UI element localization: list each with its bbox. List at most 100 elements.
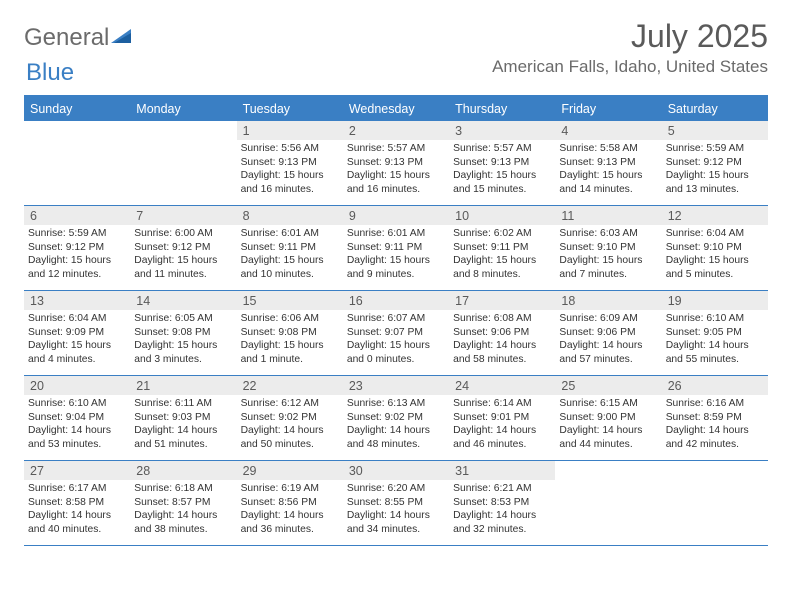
calendar-cell: 26Sunrise: 6:16 AMSunset: 8:59 PMDayligh… bbox=[662, 376, 768, 460]
day-number: 20 bbox=[24, 376, 130, 395]
calendar-cell: 9Sunrise: 6:01 AMSunset: 9:11 PMDaylight… bbox=[343, 206, 449, 290]
day-details: Sunrise: 6:08 AMSunset: 9:06 PMDaylight:… bbox=[449, 310, 555, 369]
day-details: Sunrise: 6:16 AMSunset: 8:59 PMDaylight:… bbox=[662, 395, 768, 454]
day-header: Sunday bbox=[24, 97, 130, 121]
day-details: Sunrise: 6:04 AMSunset: 9:10 PMDaylight:… bbox=[662, 225, 768, 284]
day-details: Sunrise: 6:20 AMSunset: 8:55 PMDaylight:… bbox=[343, 480, 449, 539]
calendar-cell: 6Sunrise: 5:59 AMSunset: 9:12 PMDaylight… bbox=[24, 206, 130, 290]
day-details: Sunrise: 6:15 AMSunset: 9:00 PMDaylight:… bbox=[555, 395, 661, 454]
day-details: Sunrise: 6:05 AMSunset: 9:08 PMDaylight:… bbox=[130, 310, 236, 369]
day-number: 19 bbox=[662, 291, 768, 310]
day-header: Monday bbox=[130, 97, 236, 121]
day-details: Sunrise: 6:06 AMSunset: 9:08 PMDaylight:… bbox=[237, 310, 343, 369]
day-number: 6 bbox=[24, 206, 130, 225]
calendar-cell: 5Sunrise: 5:59 AMSunset: 9:12 PMDaylight… bbox=[662, 121, 768, 205]
calendar-cell: 22Sunrise: 6:12 AMSunset: 9:02 PMDayligh… bbox=[237, 376, 343, 460]
calendar-cell: 14Sunrise: 6:05 AMSunset: 9:08 PMDayligh… bbox=[130, 291, 236, 375]
day-details: Sunrise: 6:00 AMSunset: 9:12 PMDaylight:… bbox=[130, 225, 236, 284]
day-details: Sunrise: 6:09 AMSunset: 9:06 PMDaylight:… bbox=[555, 310, 661, 369]
empty-day bbox=[555, 461, 661, 480]
day-details: Sunrise: 6:10 AMSunset: 9:05 PMDaylight:… bbox=[662, 310, 768, 369]
calendar-cell: 24Sunrise: 6:14 AMSunset: 9:01 PMDayligh… bbox=[449, 376, 555, 460]
day-number: 17 bbox=[449, 291, 555, 310]
calendar-cell: 15Sunrise: 6:06 AMSunset: 9:08 PMDayligh… bbox=[237, 291, 343, 375]
title-block: July 2025 American Falls, Idaho, United … bbox=[492, 18, 768, 77]
calendar-cell bbox=[555, 461, 661, 545]
calendar-cell: 8Sunrise: 6:01 AMSunset: 9:11 PMDaylight… bbox=[237, 206, 343, 290]
day-details: Sunrise: 5:58 AMSunset: 9:13 PMDaylight:… bbox=[555, 140, 661, 199]
day-header: Friday bbox=[555, 97, 661, 121]
calendar-cell: 30Sunrise: 6:20 AMSunset: 8:55 PMDayligh… bbox=[343, 461, 449, 545]
day-header: Thursday bbox=[449, 97, 555, 121]
day-details: Sunrise: 6:18 AMSunset: 8:57 PMDaylight:… bbox=[130, 480, 236, 539]
day-number: 27 bbox=[24, 461, 130, 480]
day-details: Sunrise: 5:57 AMSunset: 9:13 PMDaylight:… bbox=[343, 140, 449, 199]
calendar: SundayMondayTuesdayWednesdayThursdayFrid… bbox=[24, 95, 768, 546]
calendar-cell: 29Sunrise: 6:19 AMSunset: 8:56 PMDayligh… bbox=[237, 461, 343, 545]
calendar-cell bbox=[24, 121, 130, 205]
day-number: 3 bbox=[449, 121, 555, 140]
calendar-cell: 21Sunrise: 6:11 AMSunset: 9:03 PMDayligh… bbox=[130, 376, 236, 460]
calendar-cell bbox=[662, 461, 768, 545]
day-details: Sunrise: 6:01 AMSunset: 9:11 PMDaylight:… bbox=[343, 225, 449, 284]
logo-triangle-icon bbox=[111, 24, 133, 52]
day-number: 25 bbox=[555, 376, 661, 395]
calendar-cell: 11Sunrise: 6:03 AMSunset: 9:10 PMDayligh… bbox=[555, 206, 661, 290]
day-details: Sunrise: 6:07 AMSunset: 9:07 PMDaylight:… bbox=[343, 310, 449, 369]
calendar-cell: 25Sunrise: 6:15 AMSunset: 9:00 PMDayligh… bbox=[555, 376, 661, 460]
calendar-cell: 7Sunrise: 6:00 AMSunset: 9:12 PMDaylight… bbox=[130, 206, 236, 290]
day-details: Sunrise: 6:01 AMSunset: 9:11 PMDaylight:… bbox=[237, 225, 343, 284]
day-details: Sunrise: 5:59 AMSunset: 9:12 PMDaylight:… bbox=[662, 140, 768, 199]
day-details: Sunrise: 6:17 AMSunset: 8:58 PMDaylight:… bbox=[24, 480, 130, 539]
calendar-cell: 1Sunrise: 5:56 AMSunset: 9:13 PMDaylight… bbox=[237, 121, 343, 205]
day-number: 11 bbox=[555, 206, 661, 225]
day-number: 18 bbox=[555, 291, 661, 310]
calendar-cell: 20Sunrise: 6:10 AMSunset: 9:04 PMDayligh… bbox=[24, 376, 130, 460]
day-number: 26 bbox=[662, 376, 768, 395]
calendar-cell bbox=[130, 121, 236, 205]
day-number: 7 bbox=[130, 206, 236, 225]
day-number: 23 bbox=[343, 376, 449, 395]
day-number: 8 bbox=[237, 206, 343, 225]
empty-day bbox=[24, 121, 130, 140]
month-title: July 2025 bbox=[492, 18, 768, 55]
day-number: 30 bbox=[343, 461, 449, 480]
day-header: Saturday bbox=[662, 97, 768, 121]
day-number: 2 bbox=[343, 121, 449, 140]
calendar-cell: 12Sunrise: 6:04 AMSunset: 9:10 PMDayligh… bbox=[662, 206, 768, 290]
calendar-cell: 27Sunrise: 6:17 AMSunset: 8:58 PMDayligh… bbox=[24, 461, 130, 545]
day-details: Sunrise: 6:14 AMSunset: 9:01 PMDaylight:… bbox=[449, 395, 555, 454]
calendar-cell: 28Sunrise: 6:18 AMSunset: 8:57 PMDayligh… bbox=[130, 461, 236, 545]
day-number: 14 bbox=[130, 291, 236, 310]
calendar-cell: 13Sunrise: 6:04 AMSunset: 9:09 PMDayligh… bbox=[24, 291, 130, 375]
empty-day bbox=[662, 461, 768, 480]
day-number: 15 bbox=[237, 291, 343, 310]
day-number: 31 bbox=[449, 461, 555, 480]
day-details: Sunrise: 6:04 AMSunset: 9:09 PMDaylight:… bbox=[24, 310, 130, 369]
calendar-week: 1Sunrise: 5:56 AMSunset: 9:13 PMDaylight… bbox=[24, 121, 768, 206]
day-details: Sunrise: 5:59 AMSunset: 9:12 PMDaylight:… bbox=[24, 225, 130, 284]
calendar-cell: 16Sunrise: 6:07 AMSunset: 9:07 PMDayligh… bbox=[343, 291, 449, 375]
day-number: 5 bbox=[662, 121, 768, 140]
day-details: Sunrise: 6:21 AMSunset: 8:53 PMDaylight:… bbox=[449, 480, 555, 539]
day-number: 21 bbox=[130, 376, 236, 395]
day-details: Sunrise: 6:11 AMSunset: 9:03 PMDaylight:… bbox=[130, 395, 236, 454]
day-number: 22 bbox=[237, 376, 343, 395]
day-number: 13 bbox=[24, 291, 130, 310]
day-details: Sunrise: 6:19 AMSunset: 8:56 PMDaylight:… bbox=[237, 480, 343, 539]
day-number: 1 bbox=[237, 121, 343, 140]
day-details: Sunrise: 6:12 AMSunset: 9:02 PMDaylight:… bbox=[237, 395, 343, 454]
calendar-cell: 17Sunrise: 6:08 AMSunset: 9:06 PMDayligh… bbox=[449, 291, 555, 375]
day-number: 24 bbox=[449, 376, 555, 395]
day-header: Wednesday bbox=[343, 97, 449, 121]
calendar-cell: 23Sunrise: 6:13 AMSunset: 9:02 PMDayligh… bbox=[343, 376, 449, 460]
calendar-cell: 3Sunrise: 5:57 AMSunset: 9:13 PMDaylight… bbox=[449, 121, 555, 205]
day-number: 9 bbox=[343, 206, 449, 225]
day-details: Sunrise: 5:57 AMSunset: 9:13 PMDaylight:… bbox=[449, 140, 555, 199]
day-details: Sunrise: 6:02 AMSunset: 9:11 PMDaylight:… bbox=[449, 225, 555, 284]
calendar-cell: 2Sunrise: 5:57 AMSunset: 9:13 PMDaylight… bbox=[343, 121, 449, 205]
day-number: 10 bbox=[449, 206, 555, 225]
calendar-cell: 31Sunrise: 6:21 AMSunset: 8:53 PMDayligh… bbox=[449, 461, 555, 545]
calendar-cell: 19Sunrise: 6:10 AMSunset: 9:05 PMDayligh… bbox=[662, 291, 768, 375]
empty-day bbox=[130, 121, 236, 140]
